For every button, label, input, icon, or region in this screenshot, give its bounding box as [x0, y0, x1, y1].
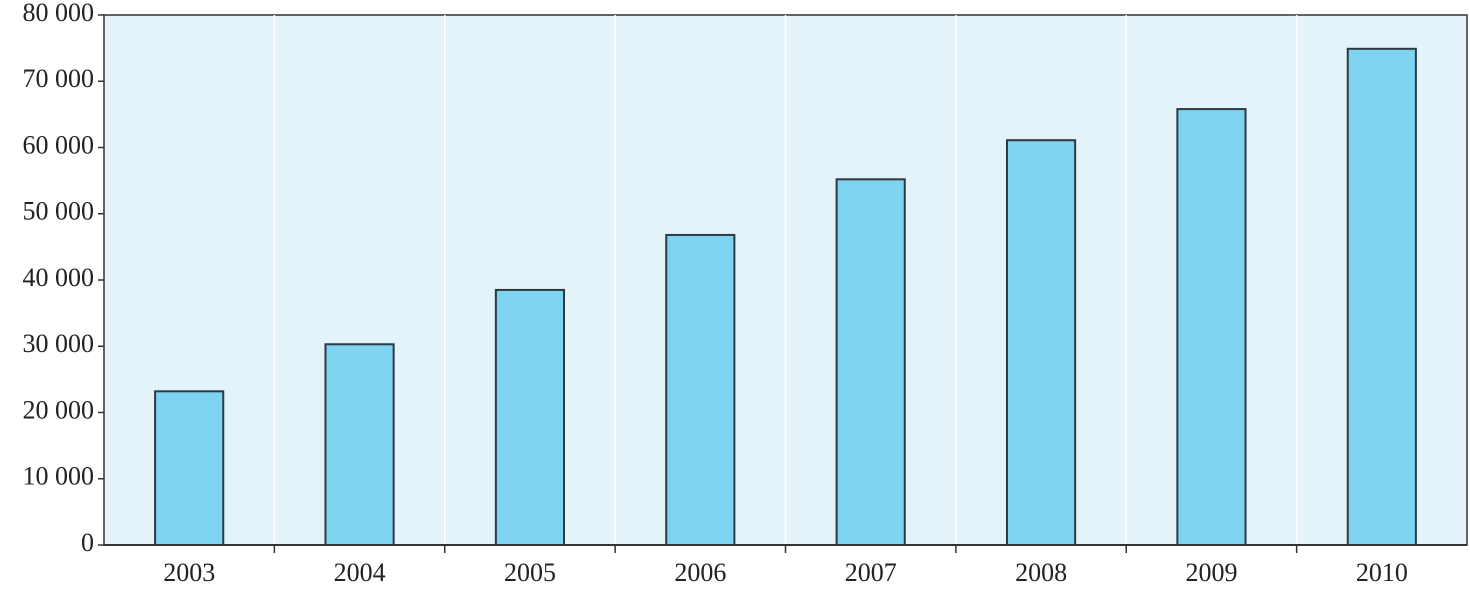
x-tick-label: 2006: [674, 558, 726, 587]
bar: [1005, 139, 1077, 546]
x-tick-label: 2010: [1356, 558, 1408, 587]
bar: [1176, 108, 1247, 546]
bar: [1346, 47, 1417, 546]
y-tick-label: 10 000: [23, 462, 95, 491]
bar: [665, 233, 736, 546]
x-tick-label: 2003: [163, 558, 215, 587]
y-tick-label: 0: [81, 528, 94, 557]
y-tick-label: 70 000: [23, 64, 95, 93]
x-tick-label: 2004: [334, 558, 386, 587]
x-tick-label: 2008: [1015, 558, 1067, 587]
y-tick-label: 30 000: [23, 329, 95, 358]
y-tick-label: 80 000: [23, 0, 95, 27]
y-tick-label: 50 000: [23, 197, 95, 226]
x-tick-label: 2005: [504, 558, 556, 587]
y-tick-label: 20 000: [23, 395, 95, 424]
bar: [154, 390, 225, 546]
bar: [835, 178, 906, 547]
x-tick-label: 2009: [1185, 558, 1237, 587]
y-tick-label: 60 000: [23, 130, 95, 159]
y-tick-label: 40 000: [23, 263, 95, 292]
bar: [494, 288, 566, 546]
bar: [324, 343, 395, 547]
x-tick-label: 2007: [845, 558, 897, 587]
